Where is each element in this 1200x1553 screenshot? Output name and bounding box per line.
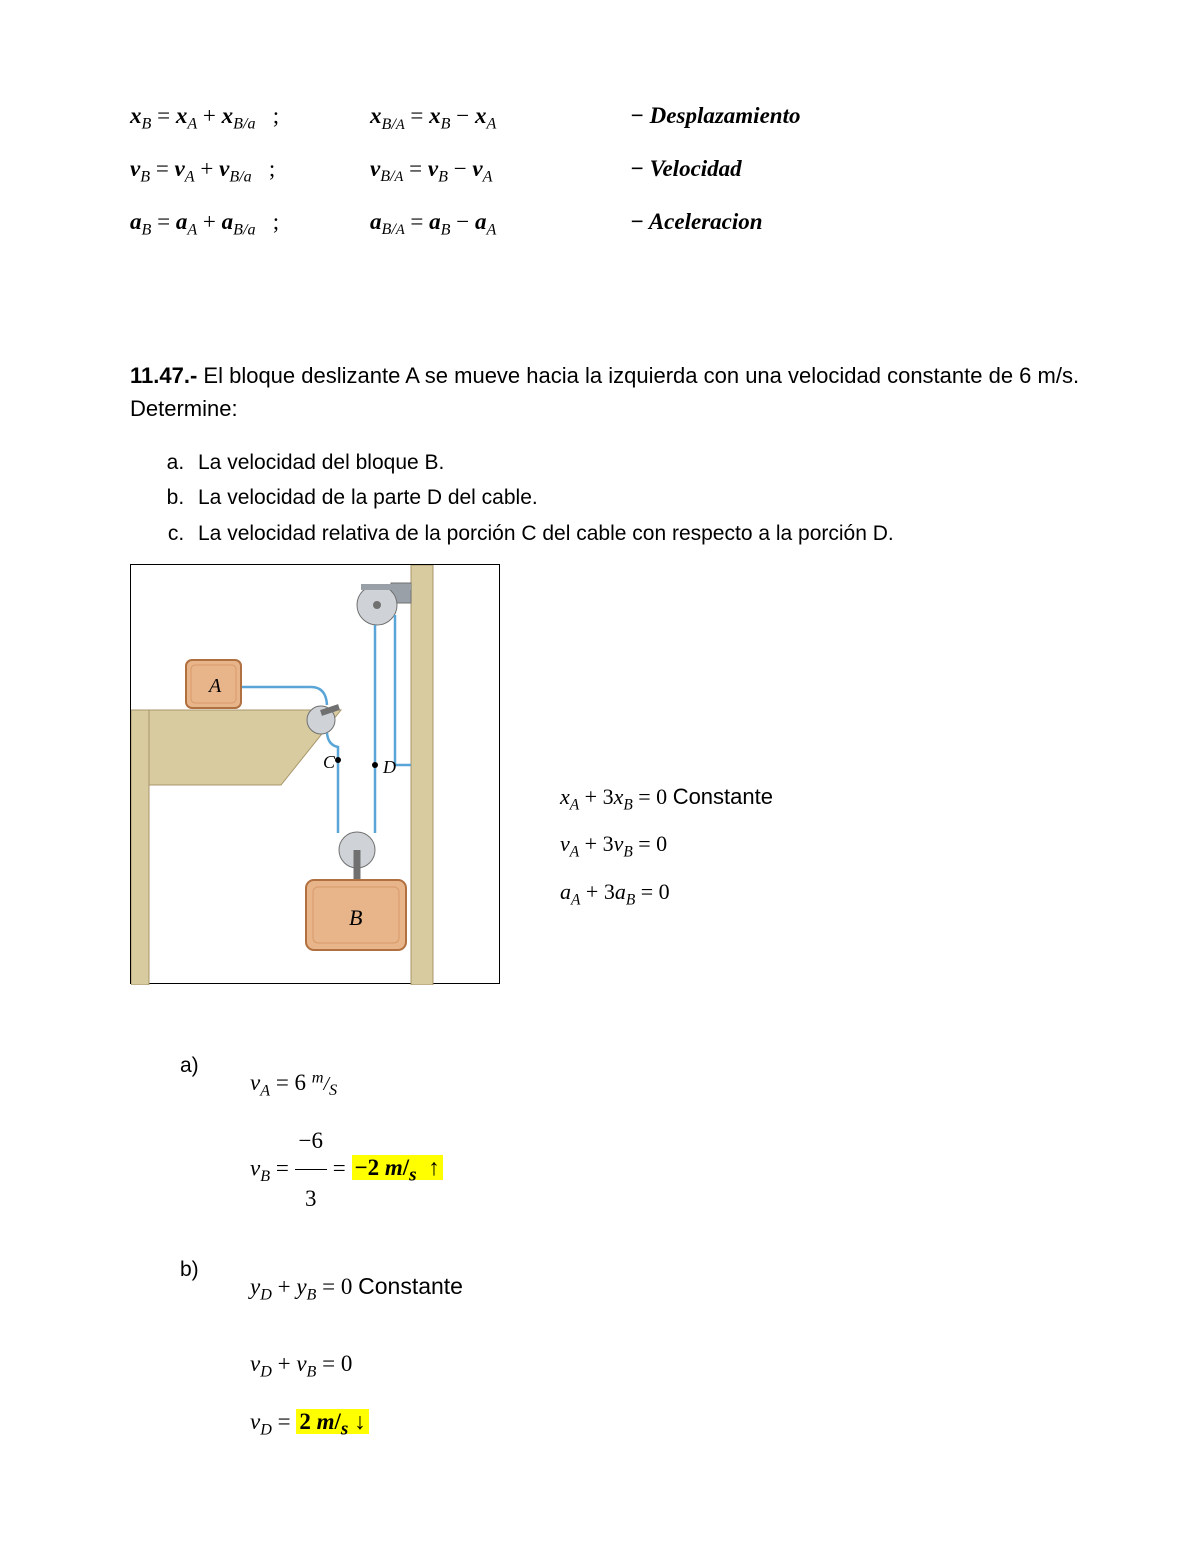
point-d-label: D xyxy=(382,757,396,777)
sol-a-line2: vB = −6 3 = −2 m/s ↑ xyxy=(250,1112,443,1228)
page: xB = xA + xB/a ; xB/A = xB − xA − Despla… xyxy=(0,0,1200,1553)
pulley-diagram: C D A B xyxy=(130,564,500,984)
solution-b-label: b) xyxy=(180,1258,250,1282)
sol-b-line2: vD + vB = 0 xyxy=(250,1335,463,1393)
diagram-svg: C D A B xyxy=(131,565,501,985)
constante-label-1: Constante xyxy=(673,784,773,809)
fraction-den: 3 xyxy=(295,1170,327,1228)
relative-motion-equations: xB = xA + xB/a ; xB/A = xB − xA − Despla… xyxy=(130,90,1080,249)
sol-b-line3: vD = 2 m/s ↓ xyxy=(250,1393,463,1454)
result-vd: 2 m/s ↓ xyxy=(296,1409,368,1434)
constraint-v: vA + 3vB = 0 xyxy=(560,821,773,869)
sol-a-line1: vA = 6 m/S xyxy=(250,1054,443,1112)
label-velocidad: − Velocidad xyxy=(630,143,930,196)
problem-statement: 11.47.- El bloque deslizante A se mueve … xyxy=(130,359,1080,425)
block-b-label: B xyxy=(349,905,362,930)
solution-a: a) vA = 6 m/S vB = −6 3 = −2 m/s ↑ xyxy=(180,1054,1080,1228)
solution-b: b) yD + yB = 0 Constante vD + vB = 0 vD … xyxy=(180,1258,1080,1454)
solution-a-label: a) xyxy=(180,1054,250,1078)
constante-label-2: Constante xyxy=(358,1273,463,1299)
item-c: La velocidad relativa de la porción C de… xyxy=(190,516,1080,552)
constraint-a: aA + 3aB = 0 xyxy=(560,869,773,917)
constraint-equations: xA + 3xB = 0 Constante vA + 3vB = 0 aA +… xyxy=(560,774,773,917)
problem-number: 11.47.- xyxy=(130,363,197,388)
eq-row-acceleration: aB = aA + aB/a ; aB/A = aB − aA − Aceler… xyxy=(130,196,1080,249)
point-c-label: C xyxy=(323,752,336,772)
item-b: La velocidad de la parte D del cable. xyxy=(190,480,1080,516)
sol-b-line1: yD + yB = 0 Constante xyxy=(250,1258,463,1316)
result-vb: −2 m/s ↑ xyxy=(352,1155,443,1180)
label-desplazamiento: − Desplazamiento xyxy=(630,90,930,143)
problem-items: La velocidad del bloque B. La velocidad … xyxy=(160,445,1080,552)
block-a-label: A xyxy=(207,675,222,697)
constraint-x: xA + 3xB = 0 Constante xyxy=(560,774,773,822)
eq-row-displacement: xB = xA + xB/a ; xB/A = xB − xA − Despla… xyxy=(130,90,1080,143)
figure-and-constraints: C D A B xA + 3xB = 0 Constante vA + 3vB … xyxy=(130,564,1080,984)
eq-row-velocity: vB = vA + vB/a ; vB/A = vB − vA − Veloci… xyxy=(130,143,1080,196)
problem-text: El bloque deslizante A se mueve hacia la… xyxy=(130,363,1079,421)
label-aceleracion: − Aceleracion xyxy=(630,196,930,249)
item-a: La velocidad del bloque B. xyxy=(190,445,1080,481)
fraction-num: −6 xyxy=(295,1112,327,1171)
